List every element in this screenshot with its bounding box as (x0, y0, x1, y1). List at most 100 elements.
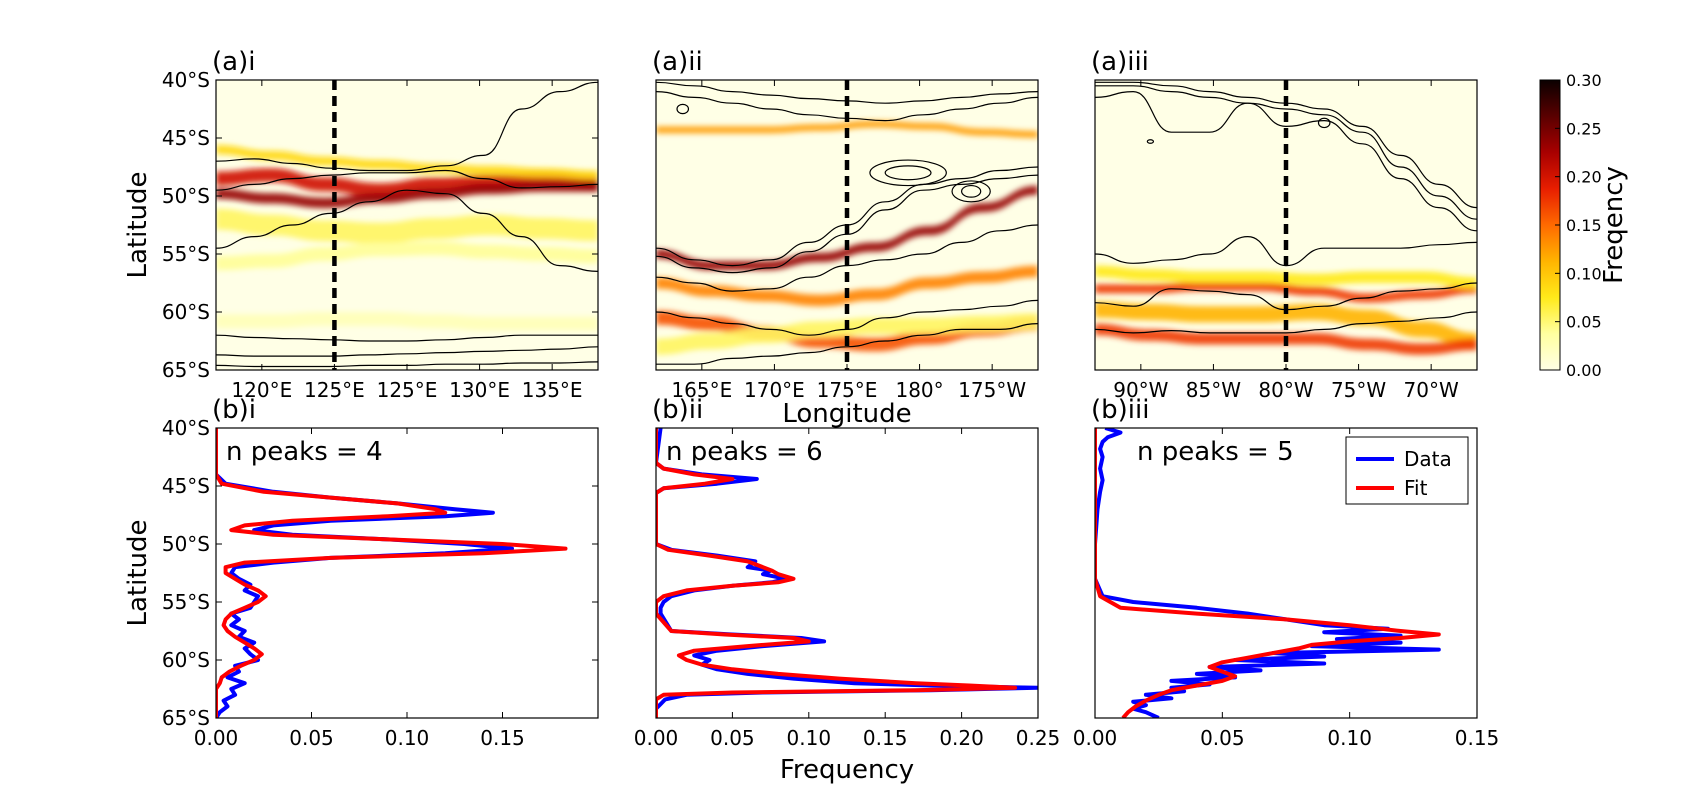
peak-count-annotation: n peaks = 5 (1137, 437, 1294, 467)
y-tick-label: 65°S (162, 358, 210, 382)
y-tick-label: 55°S (162, 590, 210, 614)
contours (216, 81, 598, 368)
contour-loop (676, 103, 690, 115)
plot-frame (215, 427, 599, 719)
x-axis-label: Frequency (780, 755, 914, 785)
x-tick-label: 0.05 (1200, 726, 1245, 750)
heat-band (216, 208, 598, 244)
colorbar-tick-label: 0.25 (1566, 119, 1602, 138)
contour-line (216, 189, 598, 272)
x-tick-label: 0.00 (194, 726, 239, 750)
y-tick-label: 65°S (162, 706, 210, 730)
peak-count-annotation: n peaks = 6 (666, 437, 823, 467)
x-tick-label: 70°W (1404, 378, 1459, 402)
panel-label: (b)iii (1091, 395, 1149, 425)
panel-b-ii: (b)ii 0.00 0.05 0.10 0.15 0.20 0.25 Frequency n … (634, 395, 1061, 785)
plot-area (656, 80, 1038, 370)
x-tick-label: 85°W (1186, 378, 1241, 402)
heat-band (216, 181, 598, 209)
colorbar-label: Freqency (1599, 166, 1629, 284)
plot-area (656, 428, 1038, 718)
contour-loop (1317, 117, 1331, 129)
contour-loop (1146, 139, 1155, 144)
x-tick-label: 125°E (377, 378, 438, 402)
heat-bands (216, 145, 598, 331)
x-axis-label: Longitude (782, 399, 911, 429)
panel-a-iii: (a)iii 90°W 85°W 80°W 75°W 70°W (1091, 47, 1478, 402)
panel-label: (b)ii (652, 395, 703, 425)
x-tick-label: 0.15 (1455, 726, 1500, 750)
plot-frame (1094, 427, 1478, 719)
plot-area (1095, 80, 1477, 370)
contour-line (656, 174, 1038, 274)
x-tick-label: 175°E (817, 378, 878, 402)
heat-band (656, 185, 1038, 271)
y-axis-label: Latitude (123, 171, 153, 278)
panel-a-ii: (a)ii 165°E 170°E 175°E 180° 175°W Longitude (652, 47, 1039, 429)
colorbar-tick-label: 0.30 (1566, 71, 1602, 90)
x-tick-label: 135°E (522, 378, 583, 402)
x-tick-label: 0.25 (1016, 726, 1061, 750)
panel-b-iii: (b)iii 0.00 0.05 0.10 0.15 n peaks = 5 Data Fit (1073, 395, 1500, 750)
contour-line (1095, 311, 1477, 334)
heat-band (216, 145, 598, 180)
y-tick-label: 55°S (162, 242, 210, 266)
colorbar-tick-label: 0.20 (1566, 168, 1602, 187)
plot-area (216, 80, 598, 370)
colorbar-tick-label: 0.15 (1566, 216, 1602, 235)
x-tick-label: 170°E (744, 378, 805, 402)
y-tick-label: 50°S (162, 184, 210, 208)
x-tick-label: 90°W (1113, 378, 1168, 402)
y-tick-label: 50°S (162, 532, 210, 556)
contour-line (216, 346, 598, 357)
contour-line (1095, 85, 1477, 220)
panel-label: (a)ii (652, 47, 703, 77)
x-tick-label: 0.10 (385, 726, 430, 750)
plot-frame (655, 427, 1039, 719)
panel-label: (b)i (212, 395, 256, 425)
series-line-fit (1095, 428, 1441, 718)
heat-band (656, 120, 1038, 138)
heat-band (216, 241, 598, 271)
colorbar: 0.30 0.25 0.20 0.15 0.10 0.05 0.00 Freqency (1539, 71, 1629, 380)
legend: Data Fit (1345, 436, 1469, 505)
contour-loop (869, 159, 947, 187)
colorbar-tick-label: 0.00 (1566, 361, 1602, 380)
x-tick-label: 175°W (958, 378, 1026, 402)
colorbar-tick-label: 0.05 (1566, 313, 1602, 332)
x-tick-label: 165°E (671, 378, 732, 402)
series-line-fit (656, 428, 1018, 718)
y-tick-label: 60°S (162, 300, 210, 324)
x-tick-label: 80°W (1258, 378, 1313, 402)
panel-label: (a)i (212, 47, 255, 77)
contour-loop (884, 165, 932, 181)
x-tick-label: 0.15 (863, 726, 908, 750)
x-tick-label: 0.00 (634, 726, 679, 750)
x-tick-label: 0.05 (289, 726, 334, 750)
x-tick-label: 0.05 (710, 726, 755, 750)
x-tick-label: 0.10 (1327, 726, 1372, 750)
heat-band (1095, 301, 1477, 350)
heat-band (216, 168, 598, 198)
y-tick-label: 60°S (162, 648, 210, 672)
panel-label: (a)iii (1091, 47, 1149, 77)
heat-band (656, 310, 1038, 352)
contour-line (216, 169, 598, 191)
y-tick-label: 40°S (162, 68, 210, 92)
x-tick-label: 125°E (304, 378, 365, 402)
contour-line (656, 323, 1038, 365)
legend-box (1345, 436, 1469, 505)
y-axis-label: Latitude (123, 519, 153, 626)
contour-line (1095, 90, 1477, 232)
peak-count-annotation: n peaks = 4 (226, 437, 383, 467)
heat-band (216, 312, 598, 331)
plot-area (216, 428, 568, 718)
x-tick-label: 180° (895, 378, 943, 402)
heat-band (656, 313, 1038, 355)
series-line-fit (216, 428, 568, 718)
plot-area (1095, 428, 1441, 718)
x-tick-label: 0.20 (939, 726, 984, 750)
x-tick-label: 0.00 (1073, 726, 1118, 750)
series-line-data (656, 428, 1038, 718)
colorbar-tick-label: 0.10 (1566, 264, 1602, 283)
